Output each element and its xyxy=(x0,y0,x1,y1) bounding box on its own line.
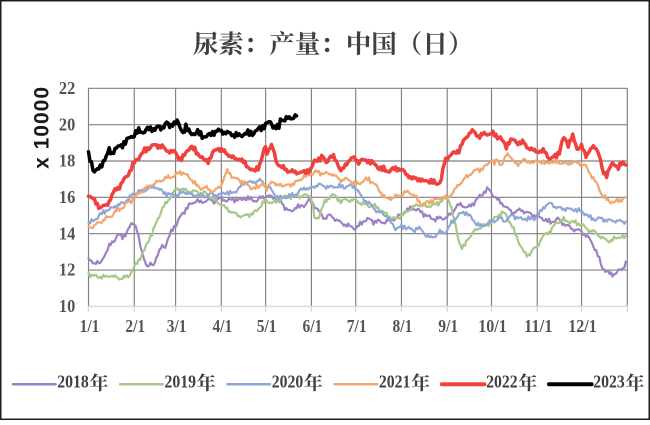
svg-text:2/1: 2/1 xyxy=(125,316,145,336)
svg-text:18: 18 xyxy=(59,151,75,171)
svg-text:2021: 2021 xyxy=(379,372,411,392)
svg-text:16: 16 xyxy=(59,187,75,207)
svg-text:8/1: 8/1 xyxy=(393,316,413,336)
svg-text:4/1: 4/1 xyxy=(212,316,232,336)
svg-text:2019: 2019 xyxy=(165,372,197,392)
svg-text:2023: 2023 xyxy=(593,372,625,392)
svg-text:x 10000: x 10000 xyxy=(30,86,53,169)
svg-text:2018: 2018 xyxy=(57,372,89,392)
svg-text:22: 22 xyxy=(59,78,75,98)
svg-text:3/1: 3/1 xyxy=(167,316,187,336)
svg-text:10/1: 10/1 xyxy=(478,316,507,336)
svg-text:6/1: 6/1 xyxy=(303,316,323,336)
svg-text:2020: 2020 xyxy=(272,372,304,392)
svg-text:5/1: 5/1 xyxy=(257,316,277,336)
svg-text:9/1: 9/1 xyxy=(438,316,458,336)
svg-text:12: 12 xyxy=(59,260,75,280)
svg-text:1/1: 1/1 xyxy=(80,316,100,336)
svg-text:20: 20 xyxy=(59,114,75,134)
svg-text:14: 14 xyxy=(59,223,75,243)
svg-text:7/1: 7/1 xyxy=(347,316,367,336)
svg-text:2022: 2022 xyxy=(486,372,517,392)
svg-text:12/1: 12/1 xyxy=(568,316,597,336)
svg-text:11/1: 11/1 xyxy=(524,316,553,336)
svg-text:10: 10 xyxy=(59,296,75,316)
